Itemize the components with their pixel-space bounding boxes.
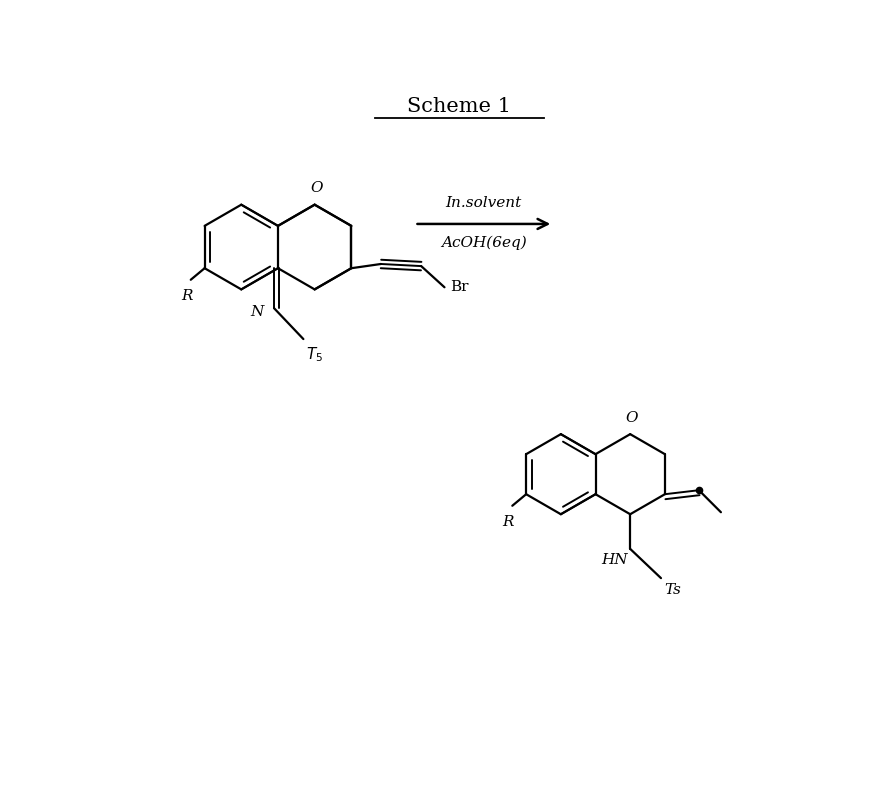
Text: N: N (250, 305, 263, 319)
Text: O: O (625, 411, 638, 425)
Text: R: R (503, 515, 514, 529)
Text: Br: Br (451, 280, 470, 294)
Text: Ts: Ts (664, 583, 681, 597)
Text: $T_5$: $T_5$ (306, 345, 323, 364)
Text: In.solvent: In.solvent (445, 196, 522, 210)
Text: AcOH(6eq): AcOH(6eq) (441, 235, 527, 250)
Text: Scheme 1: Scheme 1 (407, 97, 512, 116)
Text: HN: HN (601, 553, 628, 567)
Text: O: O (310, 182, 323, 195)
Text: R: R (181, 289, 193, 303)
